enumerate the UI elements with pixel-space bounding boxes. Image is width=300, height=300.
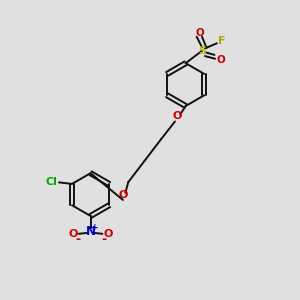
Text: F: F	[218, 36, 226, 46]
Text: O: O	[173, 111, 182, 122]
Text: Cl: Cl	[45, 177, 57, 187]
Text: -: -	[101, 233, 106, 246]
Text: O: O	[104, 229, 113, 239]
Text: +: +	[91, 223, 98, 232]
Text: O: O	[68, 229, 77, 239]
Text: -: -	[75, 233, 80, 246]
Text: O: O	[195, 28, 204, 38]
Text: O: O	[118, 190, 128, 200]
Text: O: O	[216, 55, 225, 64]
Text: S: S	[198, 46, 206, 56]
Text: N: N	[85, 225, 96, 238]
